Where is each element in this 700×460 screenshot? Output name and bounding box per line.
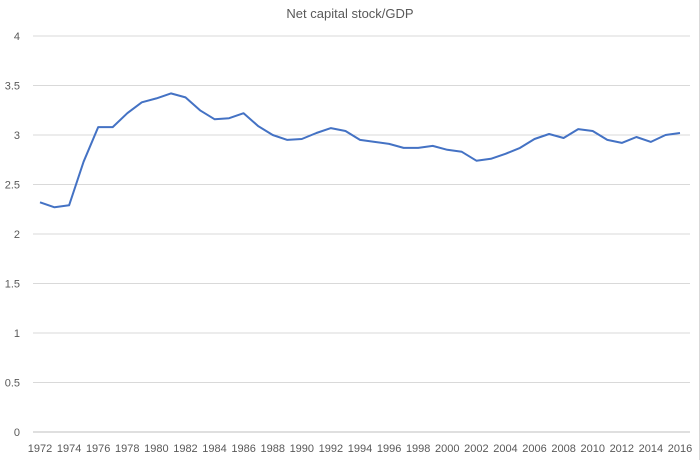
- x-tick-label: 2016: [668, 443, 692, 455]
- x-tick-label: 1996: [377, 443, 401, 455]
- y-tick-label: 2: [14, 229, 20, 241]
- y-tick-label: 0.5: [5, 378, 20, 390]
- y-tick-label: 4: [14, 31, 20, 43]
- y-tick-label: 1.5: [5, 279, 20, 291]
- x-tick-label: 1988: [260, 443, 284, 455]
- series-line: [39, 92, 681, 209]
- y-tick-label: 0: [14, 427, 20, 439]
- x-tick-label: 1992: [319, 443, 343, 455]
- y-tick-label: 1: [14, 328, 20, 340]
- x-tick-label: 1976: [86, 443, 110, 455]
- x-tick-label: 2004: [493, 443, 517, 455]
- x-tick-label: 1978: [115, 443, 139, 455]
- x-tick-label: 1984: [202, 443, 226, 455]
- x-tick-label: 1982: [173, 443, 197, 455]
- x-tick-label: 1980: [144, 443, 168, 455]
- x-tick-label: 2010: [580, 443, 604, 455]
- x-tick-label: 2012: [610, 443, 634, 455]
- x-tick-label: 2006: [522, 443, 546, 455]
- x-tick-label: 1994: [348, 443, 372, 455]
- x-tick-label: 1990: [290, 443, 314, 455]
- x-tick-label: 2002: [464, 443, 488, 455]
- x-tick-label: 2014: [639, 443, 663, 455]
- x-tick-label: 1998: [406, 443, 430, 455]
- y-tick-label: 3.5: [5, 81, 20, 93]
- y-tick-label: 3: [14, 130, 20, 142]
- x-tick-label: 2008: [551, 443, 575, 455]
- x-tick-label: 1974: [57, 443, 81, 455]
- x-tick-label: 1986: [231, 443, 255, 455]
- chart-title: Net capital stock/GDP: [286, 6, 414, 21]
- y-tick-label: 2.5: [5, 180, 20, 192]
- x-tick-label: 1972: [28, 443, 52, 455]
- x-tick-label: 2000: [435, 443, 459, 455]
